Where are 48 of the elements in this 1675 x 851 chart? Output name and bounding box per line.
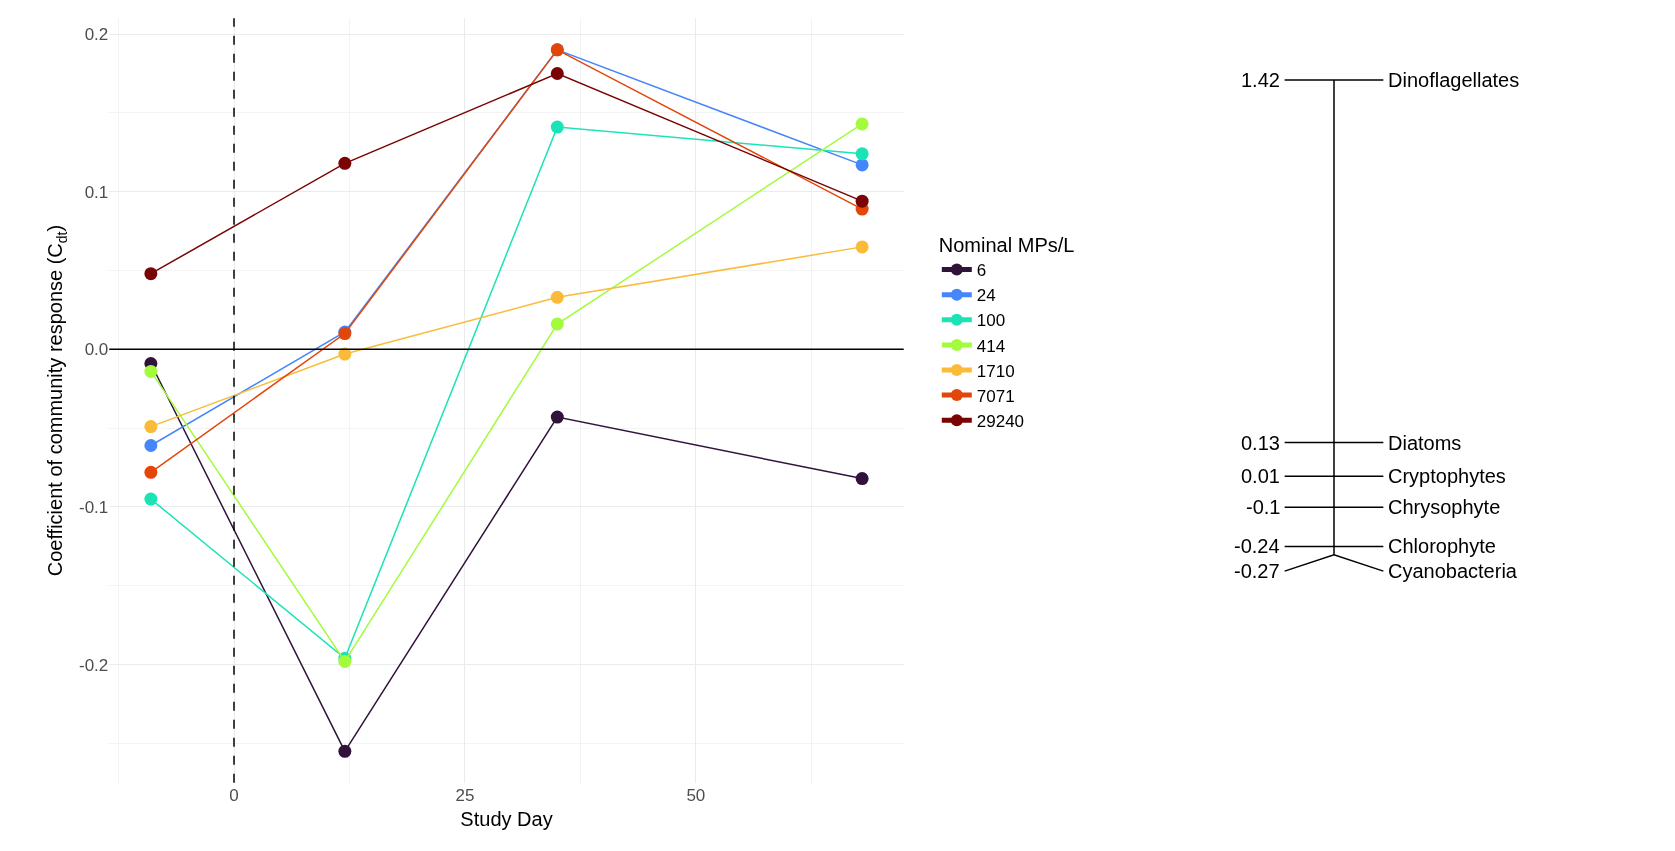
- y-tick-label: 0.2: [84, 25, 109, 45]
- data-label: -0.27: [1234, 560, 1280, 582]
- legend-label: 100: [976, 311, 1006, 331]
- point: [855, 472, 869, 486]
- y-tick-label: -0.1: [79, 497, 109, 517]
- category-label: Cyanobacteria: [1388, 560, 1518, 582]
- point: [550, 410, 564, 424]
- x-tick-label: 0: [229, 785, 239, 805]
- point: [855, 147, 869, 161]
- category-label: Chrysophyte: [1388, 496, 1501, 518]
- category-label: Diatoms: [1388, 432, 1462, 454]
- data-label: 0.13: [1241, 432, 1280, 454]
- legend-title: Nominal MPs/L: [938, 234, 1075, 257]
- x-axis-title: Study Day: [460, 808, 553, 831]
- point: [144, 492, 158, 506]
- legend-label: 1710: [976, 361, 1015, 381]
- data-label: 0.01: [1241, 465, 1280, 487]
- legend-label: 29240: [976, 411, 1025, 431]
- point: [550, 66, 564, 80]
- category-label: Dinoflagellates: [1388, 69, 1520, 91]
- point: [550, 120, 564, 134]
- point: [855, 194, 869, 208]
- point: [855, 240, 869, 254]
- point: [338, 744, 352, 758]
- y-tick-label: 0.0: [84, 340, 109, 360]
- point: [144, 364, 158, 378]
- legend-label: 7071: [976, 386, 1015, 406]
- category-label: Cryptophytes: [1388, 465, 1506, 487]
- y-tick-label: 0.1: [84, 182, 109, 202]
- point: [338, 156, 352, 170]
- point: [144, 465, 158, 479]
- point: [144, 267, 158, 281]
- category-label: Chlorophyte: [1388, 535, 1496, 557]
- x-tick-label: 50: [686, 785, 706, 805]
- legend-label: 6: [976, 261, 987, 281]
- y-tick-label: -0.2: [79, 655, 109, 675]
- point: [550, 290, 564, 304]
- point: [550, 317, 564, 331]
- data-label: -0.1: [1246, 496, 1281, 518]
- point: [855, 117, 869, 131]
- point: [144, 439, 158, 452]
- point: [855, 158, 869, 172]
- legend-label: 414: [976, 336, 1006, 356]
- x-tick-label: 25: [455, 785, 475, 805]
- legend-label: 24: [976, 286, 996, 306]
- data-label: -0.24: [1234, 535, 1280, 557]
- point: [144, 420, 158, 434]
- data-label: 1.42: [1241, 69, 1280, 91]
